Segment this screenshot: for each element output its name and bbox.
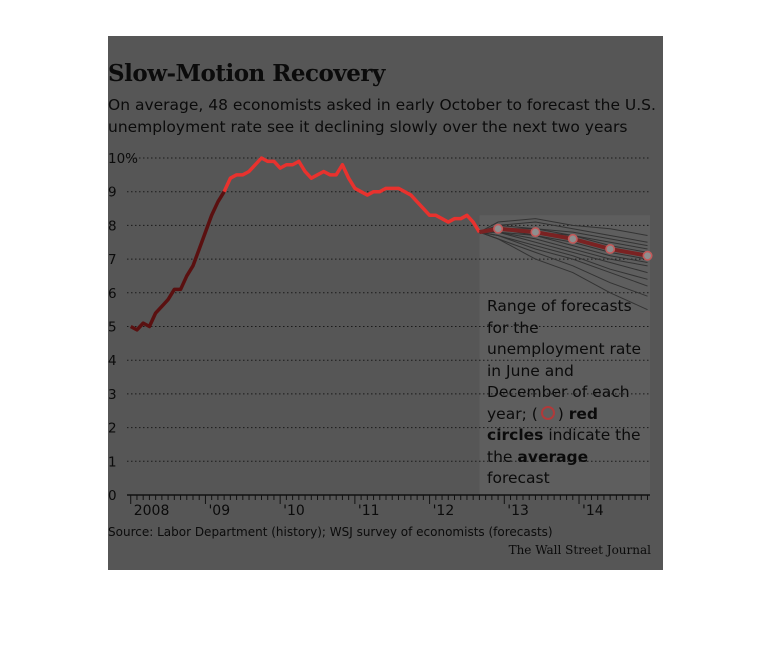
forecast-range-line bbox=[479, 231, 648, 287]
annotation-text-1: Range of forecasts for the unemployment … bbox=[487, 297, 642, 423]
annotation-text-2: ) bbox=[557, 404, 569, 423]
y-tick-label: 10% bbox=[108, 151, 138, 167]
y-tick-label: 6 bbox=[108, 286, 117, 302]
chart-panel: Slow-Motion Recovery On average, 48 econ… bbox=[108, 36, 663, 570]
forecast-range-line bbox=[479, 231, 648, 311]
y-tick-label: 4 bbox=[108, 353, 117, 369]
annotation-text-3: indicate the the bbox=[487, 426, 641, 466]
x-tick-label: '12 bbox=[433, 503, 455, 519]
chart-title: Slow-Motion Recovery bbox=[108, 60, 385, 87]
y-tick-label: 0 bbox=[108, 488, 117, 504]
y-tick-label: 1 bbox=[108, 454, 117, 470]
history-line-early bbox=[129, 190, 226, 332]
source-note: Source: Labor Department (history); WSJ … bbox=[108, 525, 553, 539]
annotation-text-4: forecast bbox=[487, 469, 550, 487]
forecast-annotation: Range of forecasts for the unemployment … bbox=[487, 296, 652, 490]
average-forecast-point bbox=[642, 250, 653, 261]
x-tick-label: '10 bbox=[283, 503, 305, 519]
y-tick-label: 8 bbox=[108, 218, 117, 234]
annotation-average: average bbox=[517, 447, 589, 466]
average-forecast-point bbox=[530, 227, 541, 238]
credit-note: The Wall Street Journal bbox=[508, 543, 651, 557]
y-tick-label: 5 bbox=[108, 320, 117, 336]
x-tick-label: '09 bbox=[208, 503, 230, 519]
line-chart: 0 1 2 3 4 5 6 7 8 9 10% 2008 '09 '10 '11 '12 '13 '14 bbox=[108, 151, 653, 519]
y-tick-label: 3 bbox=[108, 387, 117, 403]
y-tick-label: 9 bbox=[108, 185, 117, 201]
x-tick-label: 2008 bbox=[134, 503, 170, 519]
history-line bbox=[222, 156, 481, 234]
chart-subtitle: On average, 48 economists asked in early… bbox=[108, 96, 656, 136]
average-forecast-point bbox=[567, 233, 578, 244]
x-tick-label: '11 bbox=[358, 503, 380, 519]
red-circle-icon bbox=[540, 405, 555, 420]
x-tick-label: '13 bbox=[507, 503, 529, 519]
forecast-range-line bbox=[479, 218, 648, 237]
annotation-red-circles: red circles bbox=[487, 404, 599, 445]
x-tick-label: '14 bbox=[582, 503, 604, 519]
average-forecast-point bbox=[493, 223, 504, 234]
forecast-region bbox=[479, 215, 650, 496]
y-tick-label: 2 bbox=[108, 421, 117, 437]
average-forecast-point bbox=[605, 243, 616, 254]
y-tick-label: 7 bbox=[108, 252, 117, 268]
